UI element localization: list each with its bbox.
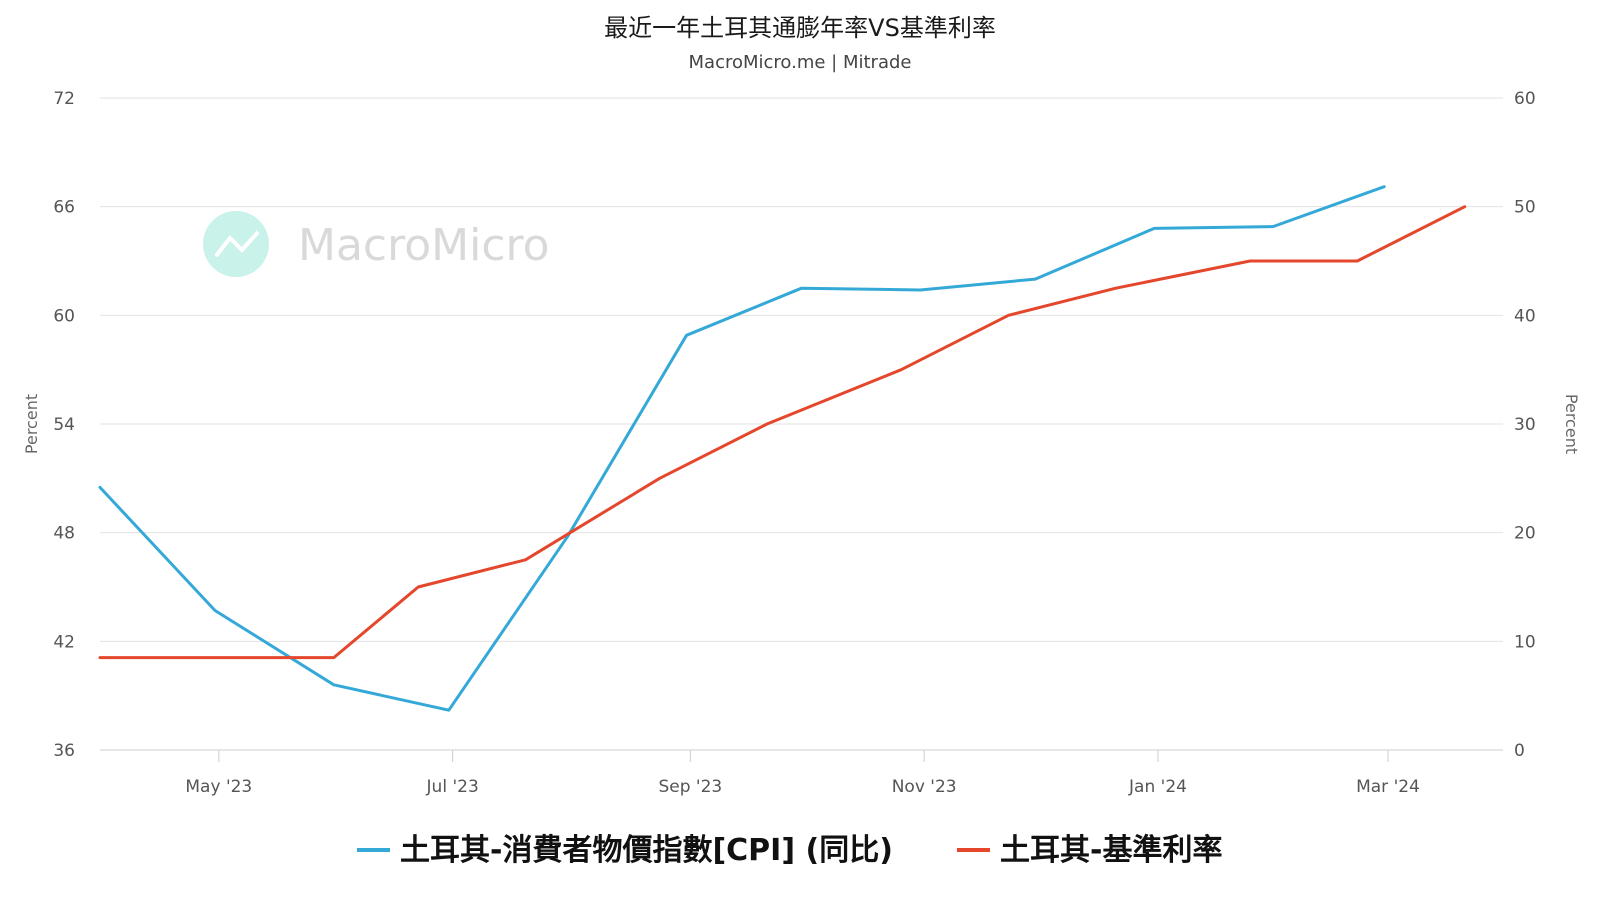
x-tick-label: May '23 xyxy=(185,777,252,797)
x-tick-label: Jan '24 xyxy=(1128,777,1187,797)
watermark-logo-line xyxy=(214,230,260,258)
policy-rate-line[interactable] xyxy=(98,205,1467,660)
series xyxy=(98,185,1467,712)
legend-label-policy-rate: 土耳其-基準利率 xyxy=(1000,833,1222,868)
y-right-tick-label: 10 xyxy=(1514,632,1536,652)
legend-item-policy-rate[interactable]: 土耳其-基準利率 xyxy=(957,833,1222,868)
y-left-tick-label: 36 xyxy=(53,741,75,761)
legend-item-cpi[interactable]: 土耳其-消費者物價指數[CPI] (同比) xyxy=(357,833,893,868)
y-right-tick-label: 20 xyxy=(1514,524,1536,544)
y-left-tick-label: 48 xyxy=(53,524,75,544)
x-tick-label: Mar '24 xyxy=(1356,777,1420,797)
y-left-tick-label: 72 xyxy=(53,89,75,109)
y-left-tick-label: 54 xyxy=(53,415,75,435)
legend: 土耳其-消費者物價指數[CPI] (同比) 土耳其-基準利率 xyxy=(357,833,1222,868)
cpi-yoy-line[interactable] xyxy=(98,185,1386,712)
y-left-tick-label: 60 xyxy=(53,306,75,326)
chart-title: 最近一年土耳其通膨年率VS基準利率 xyxy=(604,14,996,42)
legend-label-cpi: 土耳其-消費者物價指數[CPI] (同比) xyxy=(400,833,893,868)
watermark-text: MacroMicro xyxy=(298,220,550,271)
y-right-tick-label: 60 xyxy=(1514,89,1536,109)
y-left-tick-label: 66 xyxy=(53,198,75,218)
x-axis: May '23 Jul '23 Sep '23 Nov '23 Jan '24 Mar '… xyxy=(185,750,1420,797)
y-right-tick-label: 0 xyxy=(1514,741,1525,761)
chart-subtitle: MacroMicro.me | Mitrade xyxy=(689,52,912,73)
gridlines xyxy=(100,97,1503,642)
x-tick-label: Jul '23 xyxy=(426,777,479,797)
x-tick-label: Sep '23 xyxy=(658,777,722,797)
y-left-tick-label: 42 xyxy=(53,632,75,652)
y-right-tick-label: 50 xyxy=(1514,198,1536,218)
y-axis-right-title: Percent xyxy=(1562,394,1581,454)
y-axis-right: 0 10 20 30 40 50 60 xyxy=(1514,89,1536,761)
x-tick-label: Nov '23 xyxy=(892,777,957,797)
y-axis-left-title: Percent xyxy=(22,394,41,454)
watermark: MacroMicro xyxy=(203,211,550,277)
y-right-tick-label: 30 xyxy=(1514,415,1536,435)
y-axis-left: 36 42 48 54 60 66 72 xyxy=(53,89,75,761)
y-right-tick-label: 40 xyxy=(1514,306,1536,326)
